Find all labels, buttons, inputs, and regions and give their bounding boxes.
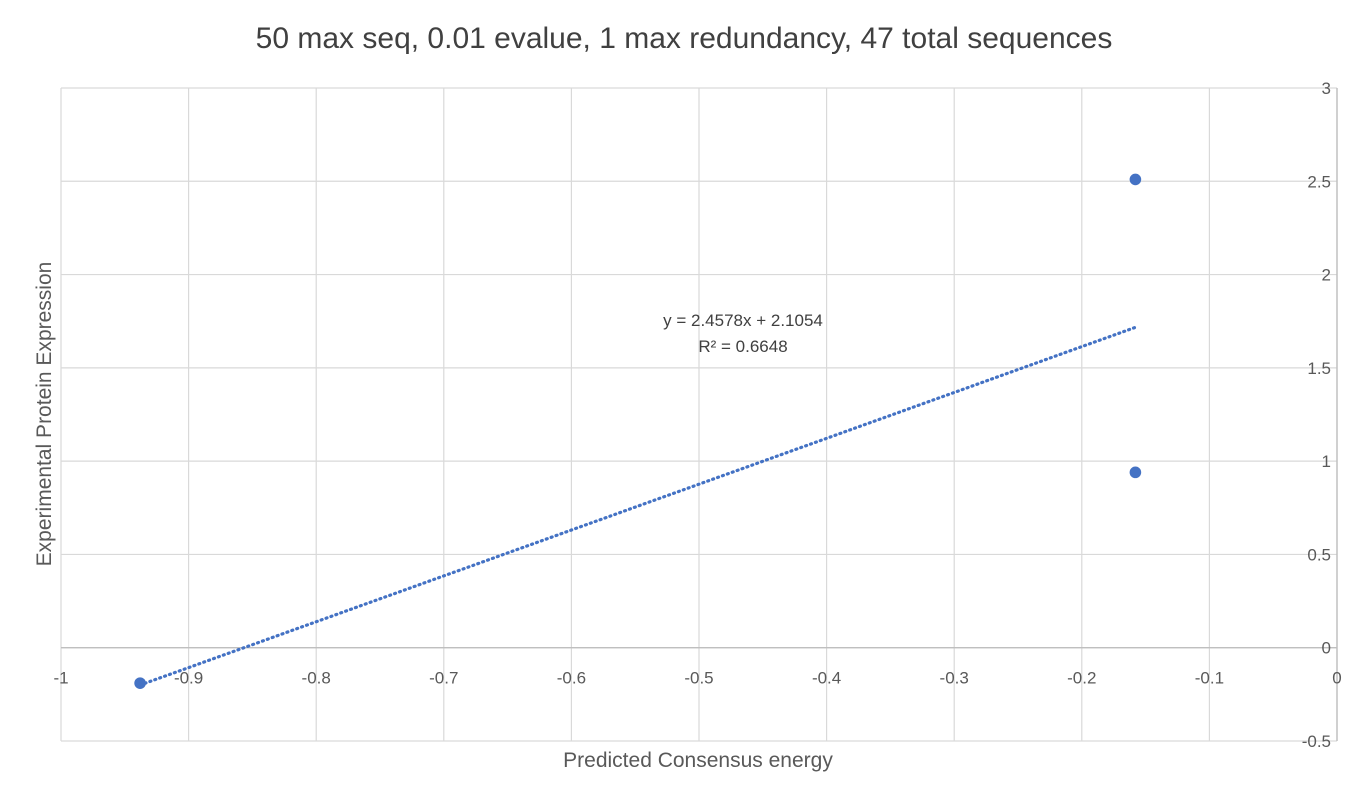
trendline-equation: y = 2.4578x + 2.1054 <box>663 311 823 330</box>
x-tick-label: -0.2 <box>1067 669 1096 688</box>
data-point <box>134 677 146 689</box>
trendline-r-squared: R² = 0.6648 <box>698 337 787 356</box>
x-tick-label: -0.5 <box>684 669 713 688</box>
y-tick-label: 3 <box>1322 79 1331 98</box>
x-tick-label: 0 <box>1332 669 1341 688</box>
trendline-group <box>138 325 1137 687</box>
y-tick-label: 1.5 <box>1307 359 1331 378</box>
y-tick-label: 2.5 <box>1307 172 1331 191</box>
y-tick-label: -0.5 <box>1302 732 1331 751</box>
y-axis-title: Experimental Protein Expression <box>33 262 56 567</box>
x-tick-label: -0.3 <box>940 669 969 688</box>
x-tick-label: -0.4 <box>812 669 841 688</box>
axes <box>61 88 1338 741</box>
x-tick-label: -0.9 <box>174 669 203 688</box>
data-point <box>1129 173 1142 186</box>
trendline <box>138 325 1137 687</box>
chart-title: 50 max seq, 0.01 evalue, 1 max redundanc… <box>256 22 1113 55</box>
data-points <box>134 173 1142 689</box>
x-tick-labels: -1 -0.9 -0.8 -0.7 -0.6 -0.5 -0.4 -0.3 -0.2 -0.1 0 <box>53 669 1341 688</box>
data-point <box>1129 466 1142 479</box>
y-tick-label: 2 <box>1322 266 1331 285</box>
x-tick-label: -0.6 <box>557 669 586 688</box>
y-tick-label: 1 <box>1322 452 1331 471</box>
y-tick-labels: -0.5 0 0.5 1 1.5 2 2.5 3 <box>1302 79 1331 751</box>
x-tick-label: -0.7 <box>429 669 458 688</box>
x-tick-label: -0.1 <box>1195 669 1224 688</box>
x-tick-label: -0.8 <box>302 669 331 688</box>
y-tick-label: 0.5 <box>1307 545 1331 564</box>
x-axis-title: Predicted Consensus energy <box>563 749 833 772</box>
y-tick-label: 0 <box>1322 639 1331 658</box>
x-tick-label: -1 <box>53 669 68 688</box>
